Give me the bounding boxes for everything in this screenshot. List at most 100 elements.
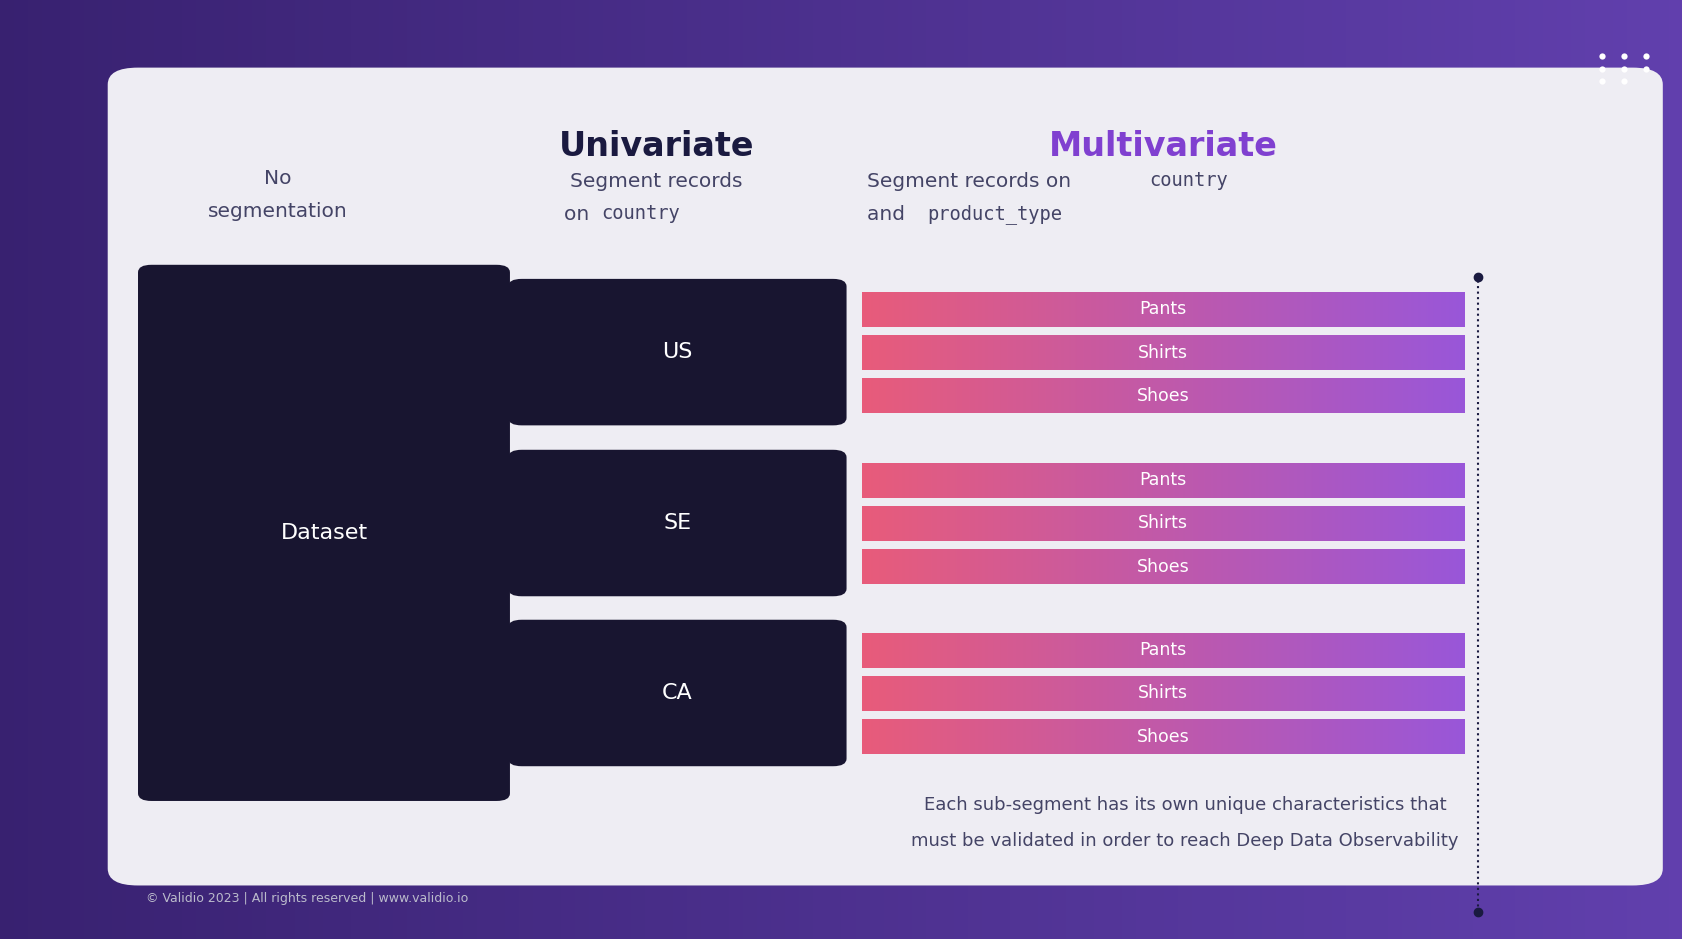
- Bar: [2, 0, 17, 939]
- Bar: [1275, 0, 1290, 939]
- Bar: [602, 0, 617, 939]
- Text: Shirts: Shirts: [1137, 515, 1187, 532]
- Bar: [1569, 0, 1584, 939]
- Bar: [686, 0, 701, 939]
- Bar: [715, 0, 728, 939]
- Bar: [1290, 0, 1304, 939]
- Bar: [197, 0, 210, 939]
- Bar: [12, 0, 25, 939]
- Bar: [2, 0, 17, 939]
- Bar: [854, 0, 870, 939]
- Text: and: and: [866, 205, 910, 223]
- Bar: [7, 0, 20, 939]
- Bar: [8, 0, 22, 939]
- Bar: [1219, 0, 1233, 939]
- Bar: [3, 0, 17, 939]
- Bar: [8, 0, 24, 939]
- Bar: [7, 0, 20, 939]
- FancyBboxPatch shape: [508, 450, 846, 596]
- Bar: [5, 0, 19, 939]
- Bar: [743, 0, 757, 939]
- Bar: [5, 0, 19, 939]
- Bar: [8, 0, 22, 939]
- Bar: [113, 0, 126, 939]
- Bar: [1080, 0, 1093, 939]
- Bar: [5, 0, 20, 939]
- Bar: [7, 0, 22, 939]
- Bar: [1093, 0, 1107, 939]
- Bar: [1416, 0, 1430, 939]
- Bar: [1514, 0, 1527, 939]
- Text: Pants: Pants: [1139, 471, 1186, 489]
- Text: Dataset: Dataset: [281, 523, 367, 543]
- Bar: [8, 0, 24, 939]
- Bar: [13, 0, 27, 939]
- Bar: [1640, 0, 1653, 939]
- Bar: [2, 0, 15, 939]
- Bar: [812, 0, 828, 939]
- Bar: [13, 0, 27, 939]
- Bar: [5, 0, 19, 939]
- Bar: [2, 0, 17, 939]
- Bar: [13, 0, 29, 939]
- Bar: [0, 0, 13, 939]
- Bar: [13, 0, 27, 939]
- Bar: [8, 0, 22, 939]
- Text: product_type: product_type: [927, 204, 1061, 223]
- Bar: [294, 0, 308, 939]
- Text: Pants: Pants: [1139, 641, 1186, 659]
- Bar: [12, 0, 25, 939]
- Bar: [7, 0, 20, 939]
- Bar: [505, 0, 518, 939]
- Bar: [8, 0, 22, 939]
- Bar: [84, 0, 98, 939]
- Bar: [392, 0, 407, 939]
- Bar: [3, 0, 17, 939]
- Bar: [3, 0, 17, 939]
- Bar: [1206, 0, 1219, 939]
- Bar: [1626, 0, 1640, 939]
- Text: Multivariate: Multivariate: [1048, 130, 1277, 162]
- Bar: [323, 0, 336, 939]
- Bar: [1611, 0, 1626, 939]
- Bar: [42, 0, 56, 939]
- Bar: [1038, 0, 1051, 939]
- Bar: [1023, 0, 1038, 939]
- Bar: [5, 0, 20, 939]
- Bar: [2, 0, 15, 939]
- Bar: [659, 0, 673, 939]
- Bar: [3, 0, 17, 939]
- Text: Segment records: Segment records: [570, 172, 742, 191]
- Bar: [13, 0, 29, 939]
- Bar: [5, 0, 20, 939]
- Bar: [5, 0, 20, 939]
- Text: Shoes: Shoes: [1135, 558, 1189, 576]
- Bar: [266, 0, 281, 939]
- Bar: [1458, 0, 1472, 939]
- Bar: [13, 0, 29, 939]
- Bar: [29, 0, 42, 939]
- Bar: [1584, 0, 1598, 939]
- Bar: [1135, 0, 1149, 939]
- Bar: [210, 0, 224, 939]
- Bar: [8, 0, 22, 939]
- Bar: [5, 0, 19, 939]
- Bar: [883, 0, 897, 939]
- Bar: [126, 0, 140, 939]
- Bar: [533, 0, 547, 939]
- Bar: [13, 0, 27, 939]
- Bar: [2, 0, 17, 939]
- Bar: [10, 0, 24, 939]
- Bar: [1653, 0, 1669, 939]
- Text: Shirts: Shirts: [1137, 685, 1187, 702]
- Bar: [10, 0, 24, 939]
- Bar: [0, 0, 13, 939]
- Bar: [12, 0, 25, 939]
- Bar: [939, 0, 954, 939]
- Bar: [168, 0, 182, 939]
- Bar: [2, 0, 15, 939]
- Bar: [463, 0, 476, 939]
- Bar: [1485, 0, 1500, 939]
- Bar: [12, 0, 25, 939]
- Bar: [5, 0, 19, 939]
